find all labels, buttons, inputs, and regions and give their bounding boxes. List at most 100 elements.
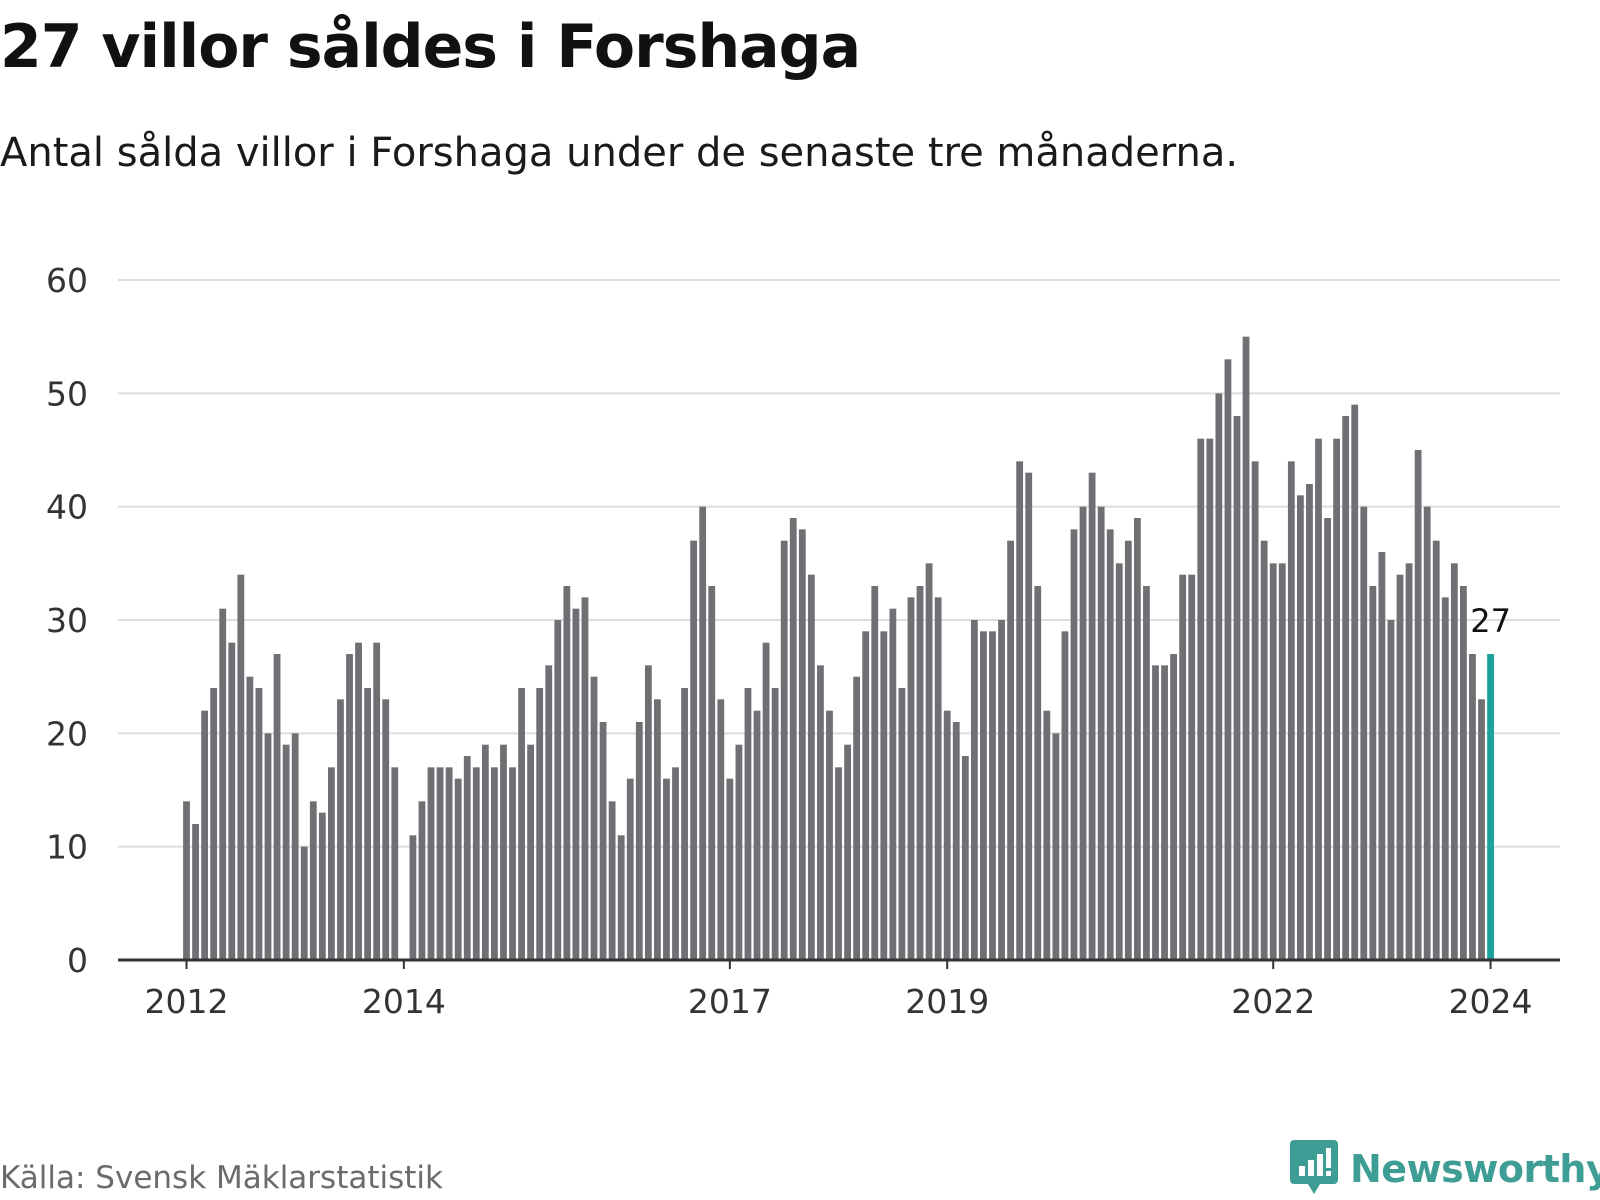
bar — [1251, 461, 1259, 960]
bar — [500, 744, 507, 960]
bar — [699, 506, 707, 960]
latest-value-label: 27 — [1470, 602, 1511, 640]
y-tick-label-50: 50 — [46, 374, 88, 413]
bar — [835, 767, 842, 960]
bars — [183, 336, 1494, 961]
bar — [1315, 438, 1322, 960]
bar — [282, 744, 290, 960]
bar — [1206, 438, 1214, 960]
bar — [1025, 472, 1033, 960]
bar — [1179, 574, 1187, 960]
bar — [1369, 586, 1377, 960]
bar — [581, 597, 589, 960]
bar — [409, 835, 417, 960]
bar — [1016, 461, 1024, 960]
y-tick-label-30: 30 — [46, 601, 88, 640]
bar — [663, 778, 670, 960]
bar — [1043, 710, 1051, 960]
bar — [1088, 472, 1096, 960]
bar — [264, 733, 272, 960]
bar — [826, 710, 833, 960]
bar — [246, 676, 254, 960]
bar — [309, 801, 317, 960]
bar — [291, 733, 299, 960]
bar — [1378, 552, 1386, 960]
chart-title: 27 villor såldes i Forshaga — [0, 12, 861, 82]
bar — [255, 688, 263, 960]
bar — [1197, 438, 1205, 960]
chart-bubble-icon — [1290, 1140, 1338, 1194]
bar — [617, 835, 625, 960]
bar — [1143, 586, 1150, 960]
bar — [472, 767, 480, 960]
axes — [118, 958, 1560, 969]
bar — [817, 665, 824, 960]
bar — [871, 586, 879, 960]
bar — [970, 620, 978, 960]
bar — [1233, 416, 1241, 960]
bar — [862, 631, 870, 960]
bar — [925, 563, 933, 960]
bar — [463, 756, 471, 960]
bar — [1423, 506, 1431, 960]
bar — [798, 529, 806, 960]
bar — [1106, 529, 1114, 960]
bar — [961, 756, 969, 960]
bar-highlight — [1487, 654, 1494, 960]
y-tick-label-20: 20 — [46, 714, 88, 753]
bar — [753, 710, 761, 960]
bar — [916, 586, 924, 960]
bar — [807, 574, 815, 960]
bar — [300, 846, 308, 960]
x-tick-label-2019: 2019 — [905, 982, 989, 1021]
bar — [192, 824, 199, 960]
bar — [1387, 620, 1395, 960]
bar — [219, 608, 227, 960]
bar — [1269, 563, 1277, 960]
bar — [318, 812, 326, 960]
bar — [1124, 540, 1132, 960]
bar — [626, 778, 634, 960]
x-tick-label-2022: 2022 — [1231, 982, 1315, 1021]
bar — [1188, 574, 1196, 960]
bar — [998, 620, 1005, 960]
bar — [436, 767, 444, 960]
brand-name: Newsworthy — [1350, 1147, 1600, 1191]
y-tick-label-0: 0 — [67, 941, 88, 980]
bar — [527, 744, 535, 960]
bar — [735, 744, 743, 960]
bar — [1469, 654, 1476, 960]
bar — [210, 688, 218, 960]
bar — [346, 654, 353, 960]
bar — [337, 699, 344, 960]
bar — [572, 608, 580, 960]
y-tick-label-60: 60 — [46, 261, 88, 300]
bar — [1396, 574, 1404, 960]
bar — [1007, 540, 1014, 960]
bar — [717, 699, 725, 960]
bar — [1070, 529, 1078, 960]
bar — [237, 574, 245, 960]
source-note: Källa: Svensk Mäklarstatistik — [0, 1160, 443, 1196]
bar — [608, 801, 616, 960]
bar — [1133, 518, 1141, 960]
bar — [1079, 506, 1087, 960]
x-tick-label-2017: 2017 — [688, 982, 772, 1021]
bar — [934, 597, 942, 960]
bar — [898, 688, 906, 960]
bar — [1432, 540, 1440, 960]
bar — [1170, 654, 1177, 960]
bar — [690, 540, 698, 960]
bar — [1342, 416, 1350, 960]
bar — [328, 767, 335, 960]
bar — [355, 642, 362, 960]
x-tick-label-2012: 2012 — [145, 982, 229, 1021]
bar — [1152, 665, 1159, 960]
bar — [481, 744, 489, 960]
bar — [1333, 438, 1341, 960]
bar — [427, 767, 435, 960]
bar — [1351, 404, 1359, 960]
bar — [708, 586, 716, 960]
bar — [454, 778, 462, 960]
bar — [789, 518, 797, 960]
